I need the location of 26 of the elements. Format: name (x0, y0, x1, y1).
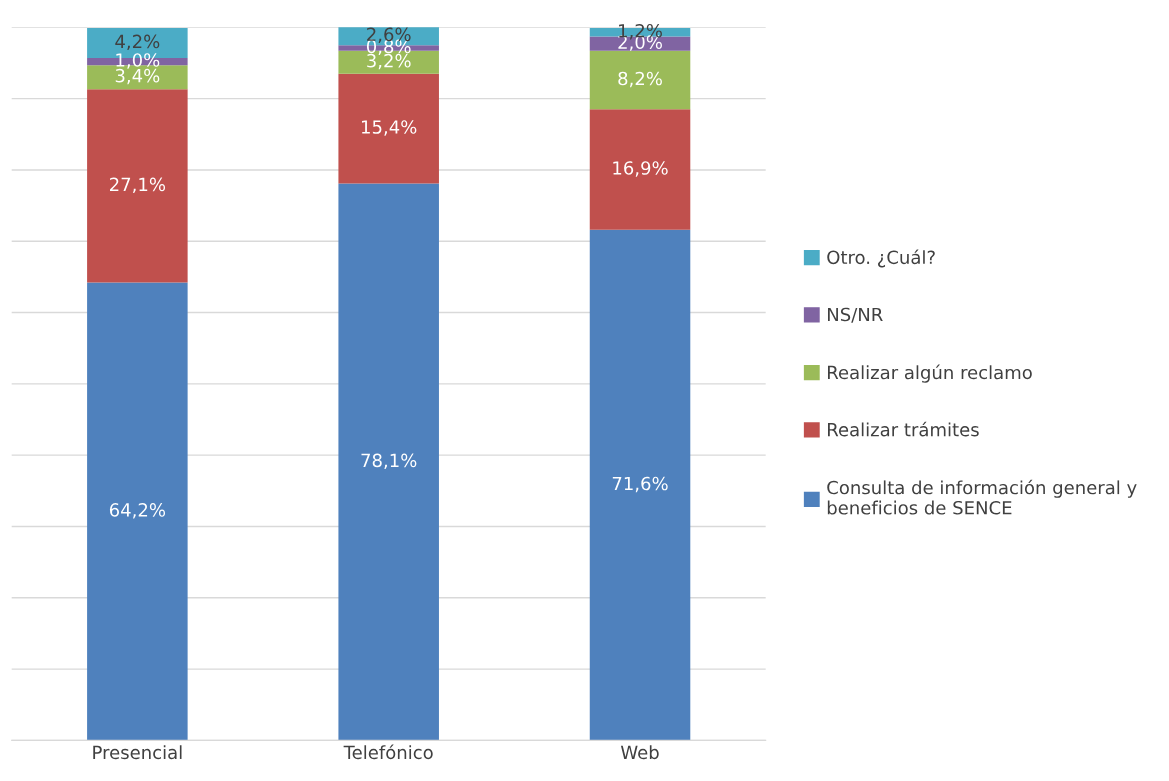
bar (589, 229, 691, 741)
x-tick-label: Presencial (93, 745, 182, 760)
data-label: 8,2% (618, 71, 662, 88)
data-label: 3,2% (367, 53, 411, 70)
legend-label: Realizar algún reclamo (828, 364, 1032, 383)
data-label: 1,0% (116, 53, 160, 69)
data-label: 4,2% (115, 34, 160, 51)
data-label: 64,2% (109, 503, 166, 519)
x-tick-label: Web (620, 745, 659, 760)
data-label: 27,1% (110, 177, 166, 194)
bar (87, 89, 188, 283)
bar (338, 183, 439, 741)
x-tick-label: Telefónico (343, 744, 433, 760)
data-label: 15,4% (362, 120, 417, 136)
data-label: 78,1% (361, 453, 417, 470)
bar (338, 73, 439, 184)
legend-label: Realizar trámites (828, 421, 979, 437)
legend-label: Otro. ¿Cuál? (827, 249, 935, 268)
data-label: 71,6% (612, 476, 668, 493)
legend-label: Consulta de información general y beneficios de SENCE (827, 479, 1137, 515)
bar (589, 50, 691, 110)
bar (589, 109, 691, 230)
legend-label: NS/NR (828, 307, 883, 323)
data-label: 16,9% (613, 161, 668, 177)
bar (87, 282, 188, 741)
data-label: 3,4% (115, 68, 160, 85)
